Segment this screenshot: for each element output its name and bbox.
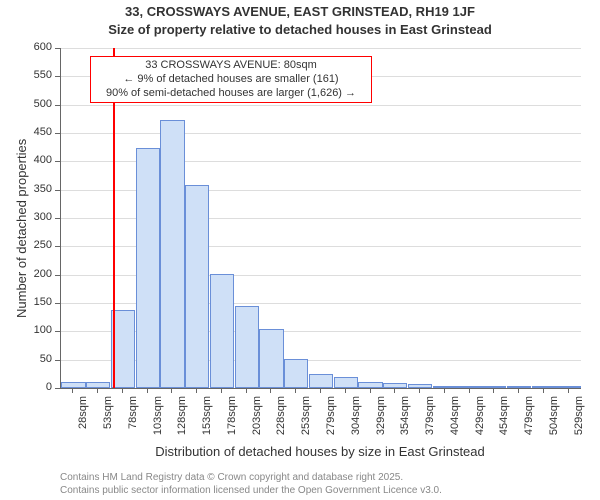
x-tick-label: 529sqm <box>573 396 585 496</box>
x-tick-mark <box>493 388 494 393</box>
chart-container: 33, CROSSWAYS AVENUE, EAST GRINSTEAD, RH… <box>0 0 600 500</box>
x-tick-label: 429sqm <box>474 396 486 496</box>
histogram-bar <box>235 306 259 388</box>
x-tick-mark <box>72 388 73 393</box>
y-tick-label: 350 <box>0 183 52 195</box>
y-tick-label: 150 <box>0 296 52 308</box>
annotation-box: 33 CROSSWAYS AVENUE: 80sqm← 9% of detach… <box>90 56 372 103</box>
y-tick-mark <box>55 218 60 219</box>
x-tick-mark <box>171 388 172 393</box>
gridline <box>61 105 581 106</box>
y-tick-label: 100 <box>0 324 52 336</box>
histogram-bar <box>309 374 333 388</box>
y-tick-mark <box>55 388 60 389</box>
y-tick-mark <box>55 331 60 332</box>
x-tick-mark <box>221 388 222 393</box>
x-tick-label: 78sqm <box>127 396 139 496</box>
gridline <box>61 133 581 134</box>
x-tick-mark <box>295 388 296 393</box>
x-tick-label: 329sqm <box>375 396 387 496</box>
annotation-line: 90% of semi-detached houses are larger (… <box>95 87 367 101</box>
histogram-bar <box>136 148 160 388</box>
x-tick-label: 354sqm <box>399 396 411 496</box>
x-tick-mark <box>320 388 321 393</box>
histogram-bar <box>556 386 580 388</box>
y-tick-mark <box>55 246 60 247</box>
x-tick-label: 228sqm <box>275 396 287 496</box>
histogram-bar <box>433 386 457 388</box>
y-tick-label: 400 <box>0 154 52 166</box>
y-tick-label: 600 <box>0 41 52 53</box>
x-tick-label: 203sqm <box>251 396 263 496</box>
histogram-bar <box>185 185 209 388</box>
x-tick-mark <box>518 388 519 393</box>
chart-subtitle: Size of property relative to detached ho… <box>0 22 600 37</box>
x-tick-mark <box>122 388 123 393</box>
y-tick-mark <box>55 133 60 134</box>
x-tick-mark <box>97 388 98 393</box>
gridline <box>61 48 581 49</box>
x-tick-mark <box>469 388 470 393</box>
y-tick-label: 200 <box>0 268 52 280</box>
x-tick-mark <box>345 388 346 393</box>
histogram-bar <box>160 120 184 388</box>
x-tick-label: 253sqm <box>300 396 312 496</box>
x-tick-label: 128sqm <box>176 396 188 496</box>
x-tick-mark <box>370 388 371 393</box>
chart-title: 33, CROSSWAYS AVENUE, EAST GRINSTEAD, RH… <box>0 4 600 19</box>
x-tick-mark <box>196 388 197 393</box>
x-tick-label: 178sqm <box>226 396 238 496</box>
x-tick-mark <box>270 388 271 393</box>
x-tick-label: 404sqm <box>449 396 461 496</box>
x-tick-label: 53sqm <box>102 396 114 496</box>
y-tick-label: 550 <box>0 69 52 81</box>
x-tick-mark <box>147 388 148 393</box>
x-tick-mark <box>246 388 247 393</box>
y-tick-mark <box>55 360 60 361</box>
y-tick-label: 450 <box>0 126 52 138</box>
y-tick-mark <box>55 303 60 304</box>
x-tick-mark <box>568 388 569 393</box>
y-tick-label: 50 <box>0 353 52 365</box>
annotation-line: 33 CROSSWAYS AVENUE: 80sqm <box>95 59 367 73</box>
y-tick-label: 500 <box>0 98 52 110</box>
y-tick-label: 250 <box>0 239 52 251</box>
y-tick-mark <box>55 76 60 77</box>
x-tick-label: 28sqm <box>77 396 89 496</box>
x-tick-mark <box>543 388 544 393</box>
x-tick-label: 504sqm <box>548 396 560 496</box>
x-tick-mark <box>444 388 445 393</box>
histogram-bar <box>532 386 556 388</box>
x-tick-mark <box>419 388 420 393</box>
y-tick-mark <box>55 161 60 162</box>
annotation-line: ← 9% of detached houses are smaller (161… <box>95 73 367 87</box>
x-tick-label: 479sqm <box>523 396 535 496</box>
x-tick-mark <box>394 388 395 393</box>
histogram-bar <box>210 274 234 388</box>
x-tick-label: 304sqm <box>350 396 362 496</box>
y-tick-label: 300 <box>0 211 52 223</box>
y-tick-mark <box>55 105 60 106</box>
y-tick-mark <box>55 275 60 276</box>
x-tick-label: 103sqm <box>152 396 164 496</box>
x-tick-label: 279sqm <box>325 396 337 496</box>
x-tick-label: 379sqm <box>424 396 436 496</box>
x-tick-label: 153sqm <box>201 396 213 496</box>
histogram-bar <box>284 359 308 388</box>
y-tick-mark <box>55 190 60 191</box>
histogram-bar <box>259 329 283 389</box>
histogram-bar <box>457 386 481 388</box>
y-tick-mark <box>55 48 60 49</box>
x-tick-label: 454sqm <box>498 396 510 496</box>
histogram-bar <box>334 377 358 388</box>
y-tick-label: 0 <box>0 381 52 393</box>
